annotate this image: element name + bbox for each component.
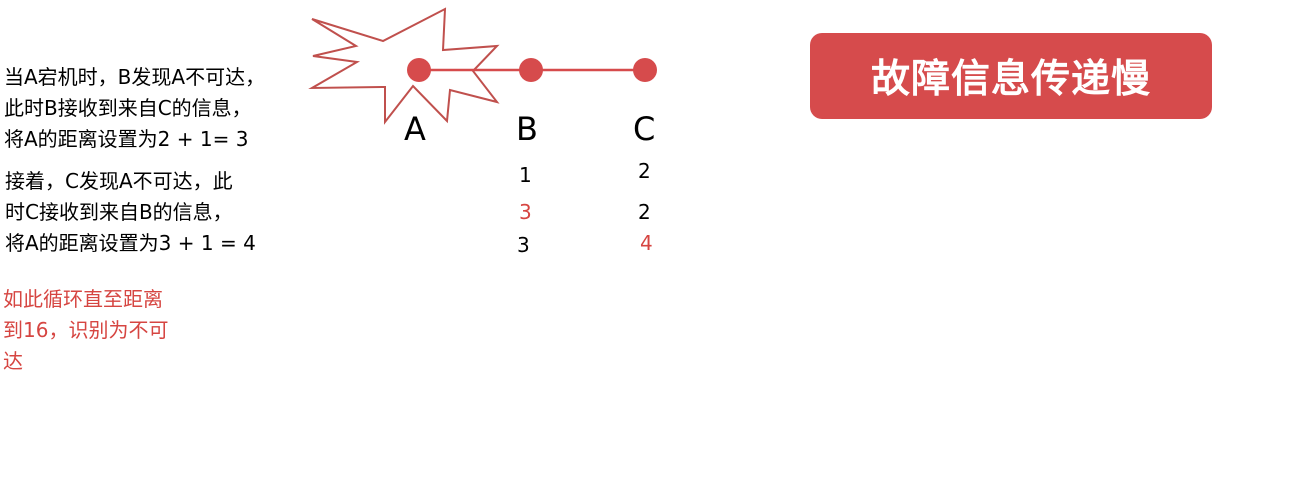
distance-c-row-3: 4	[640, 231, 653, 255]
paragraph-loop-note: 如此循环直至距离 到16，识别为不可 达	[3, 284, 168, 377]
node-a-label: A	[404, 110, 426, 148]
paragraph-loop-note-line-3: 达	[3, 349, 23, 373]
node-a-dot	[407, 58, 431, 82]
title-text: 故障信息传递慢	[870, 57, 1151, 102]
paragraph-c-update: 接着，C发现A不可达，此 时C接收到来自B的信息， 将A的距离设置为3 + 1 …	[5, 166, 256, 259]
node-c-label: C	[633, 110, 656, 148]
paragraph-a-down: 当A宕机时，B发现A不可达， 此时B接收到来自C的信息， 将A的距离设置为2 +…	[4, 62, 265, 155]
paragraph-c-update-line-2: 时C接收到来自B的信息，	[5, 200, 233, 224]
distance-b-row-2: 3	[519, 200, 532, 224]
paragraph-loop-note-line-2: 到16，识别为不可	[3, 318, 169, 342]
node-c-dot	[633, 58, 657, 82]
distance-b-row-1: 1	[519, 163, 532, 187]
paragraph-loop-note-line-1: 如此循环直至距离	[3, 287, 163, 311]
node-b-label: B	[516, 110, 538, 148]
distance-b-row-3: 3	[517, 233, 530, 257]
failure-burst-icon	[308, 7, 500, 125]
paragraph-a-down-line-2: 此时B接收到来自C的信息，	[4, 96, 252, 120]
paragraph-a-down-line-1: 当A宕机时，B发现A不可达，	[4, 65, 266, 89]
paragraph-a-down-line-3: 将A的距离设置为2 + 1= 3	[4, 127, 249, 151]
paragraph-c-update-line-1: 接着，C发现A不可达，此	[5, 169, 233, 193]
paragraph-c-update-line-3: 将A的距离设置为3 + 1 = 4	[5, 231, 256, 255]
title-banner: 故障信息传递慢	[810, 33, 1212, 119]
node-b-dot	[519, 58, 543, 82]
distance-c-row-1: 2	[638, 159, 651, 183]
distance-c-row-2: 2	[638, 200, 651, 224]
